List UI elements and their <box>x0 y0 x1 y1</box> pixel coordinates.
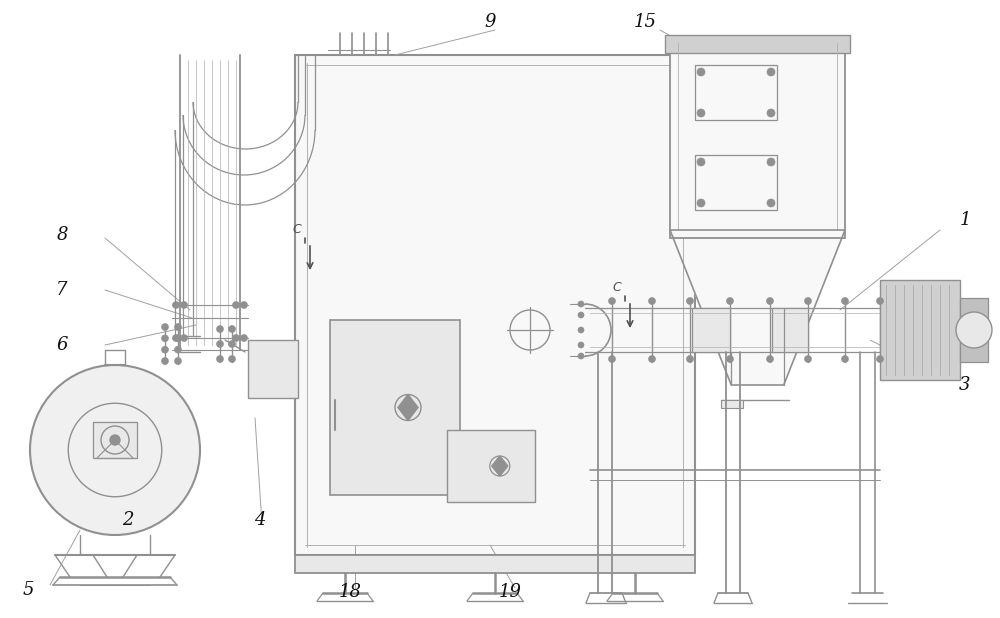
Circle shape <box>162 335 168 342</box>
Text: 4: 4 <box>254 511 266 529</box>
Bar <box>695 65 777 120</box>
Bar <box>960 298 988 362</box>
Circle shape <box>767 158 775 166</box>
Text: C: C <box>612 281 621 294</box>
Bar <box>670 43 845 238</box>
Circle shape <box>697 199 705 207</box>
Text: 19: 19 <box>498 583 522 601</box>
Bar <box>447 430 535 502</box>
Circle shape <box>608 297 616 305</box>
Circle shape <box>767 297 774 305</box>
Circle shape <box>162 346 168 353</box>
Circle shape <box>110 435 120 445</box>
Circle shape <box>228 341 236 347</box>
Bar <box>692 308 730 352</box>
Circle shape <box>232 302 240 308</box>
Circle shape <box>175 323 182 331</box>
Circle shape <box>697 158 705 166</box>
Circle shape <box>240 334 248 342</box>
Circle shape <box>578 301 584 307</box>
Polygon shape <box>492 456 508 476</box>
Polygon shape <box>398 394 418 420</box>
Circle shape <box>216 355 224 363</box>
Text: 3: 3 <box>959 376 971 394</box>
Circle shape <box>767 109 775 117</box>
Circle shape <box>175 335 182 342</box>
Circle shape <box>842 297 848 305</box>
Circle shape <box>216 326 224 332</box>
Circle shape <box>578 342 584 348</box>
Circle shape <box>228 326 236 332</box>
Circle shape <box>162 357 168 365</box>
Text: C: C <box>292 223 301 236</box>
Circle shape <box>578 312 584 318</box>
Circle shape <box>767 68 775 76</box>
Circle shape <box>173 334 180 342</box>
Circle shape <box>180 334 188 342</box>
Bar <box>248 340 298 398</box>
Text: 7: 7 <box>56 281 68 299</box>
Circle shape <box>842 355 848 363</box>
Circle shape <box>876 297 884 305</box>
Circle shape <box>648 297 656 305</box>
Bar <box>880 280 960 380</box>
Bar <box>295 555 695 573</box>
Circle shape <box>697 68 705 76</box>
Circle shape <box>726 355 734 363</box>
Text: 2: 2 <box>122 511 134 529</box>
Circle shape <box>956 312 992 348</box>
Polygon shape <box>670 230 845 385</box>
Circle shape <box>162 323 168 331</box>
Text: 15: 15 <box>634 13 656 31</box>
Circle shape <box>578 327 584 333</box>
Circle shape <box>180 302 188 308</box>
Bar <box>772 308 808 352</box>
Circle shape <box>216 341 224 347</box>
Bar <box>93 422 137 458</box>
Circle shape <box>876 355 884 363</box>
Circle shape <box>767 199 775 207</box>
Circle shape <box>175 357 182 365</box>
Bar <box>695 155 777 210</box>
Circle shape <box>804 355 812 363</box>
Text: 8: 8 <box>56 226 68 244</box>
Circle shape <box>232 334 240 342</box>
Text: 18: 18 <box>338 583 362 601</box>
Circle shape <box>608 355 616 363</box>
Bar <box>330 320 460 495</box>
Circle shape <box>240 302 248 308</box>
Circle shape <box>804 297 812 305</box>
Circle shape <box>578 353 584 359</box>
Circle shape <box>175 346 182 353</box>
Circle shape <box>686 297 694 305</box>
Text: 1: 1 <box>959 211 971 229</box>
Bar <box>295 55 695 555</box>
Circle shape <box>686 355 694 363</box>
Text: 6: 6 <box>56 336 68 354</box>
Bar <box>721 400 743 408</box>
Circle shape <box>726 297 734 305</box>
Circle shape <box>697 109 705 117</box>
Circle shape <box>228 355 236 363</box>
Bar <box>665 35 850 53</box>
Text: 9: 9 <box>484 13 496 31</box>
Circle shape <box>30 365 200 535</box>
Circle shape <box>173 302 180 308</box>
Circle shape <box>648 355 656 363</box>
Circle shape <box>767 355 774 363</box>
Text: 5: 5 <box>22 581 34 599</box>
